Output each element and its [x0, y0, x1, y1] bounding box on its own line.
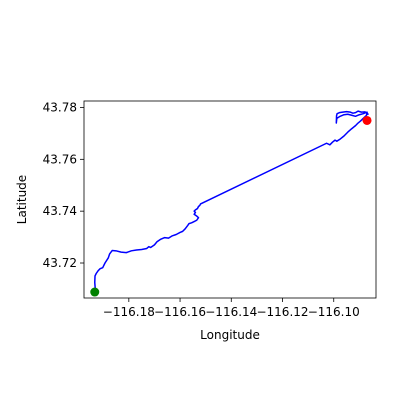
- x-tick-label: −116.10: [308, 305, 360, 319]
- x-tick-label: −116.12: [256, 305, 308, 319]
- x-tick-label: −116.14: [205, 305, 257, 319]
- x-axis-label: Longitude: [200, 328, 260, 342]
- x-tick-label: −116.18: [103, 305, 155, 319]
- y-tick-label: 43.74: [43, 204, 77, 218]
- y-tick-label: 43.78: [43, 100, 77, 114]
- track-line-0: [94, 110, 369, 293]
- y-axis-ticks: 43.72 43.74 43.76 43.78: [43, 100, 84, 270]
- start-marker: [90, 287, 100, 297]
- x-tick-label: −116.16: [154, 305, 206, 319]
- series-layer: [94, 110, 369, 293]
- end-marker: [362, 115, 372, 125]
- marker-layer: [90, 115, 372, 297]
- x-axis-ticks: −116.18 −116.16 −116.14 −116.12 −116.10: [103, 298, 360, 319]
- y-axis-label: Latitude: [15, 175, 29, 224]
- plot-area: [83, 100, 377, 299]
- y-tick-label: 43.76: [43, 152, 77, 166]
- axes-frame: [83, 100, 377, 299]
- y-tick-label: 43.72: [43, 256, 77, 270]
